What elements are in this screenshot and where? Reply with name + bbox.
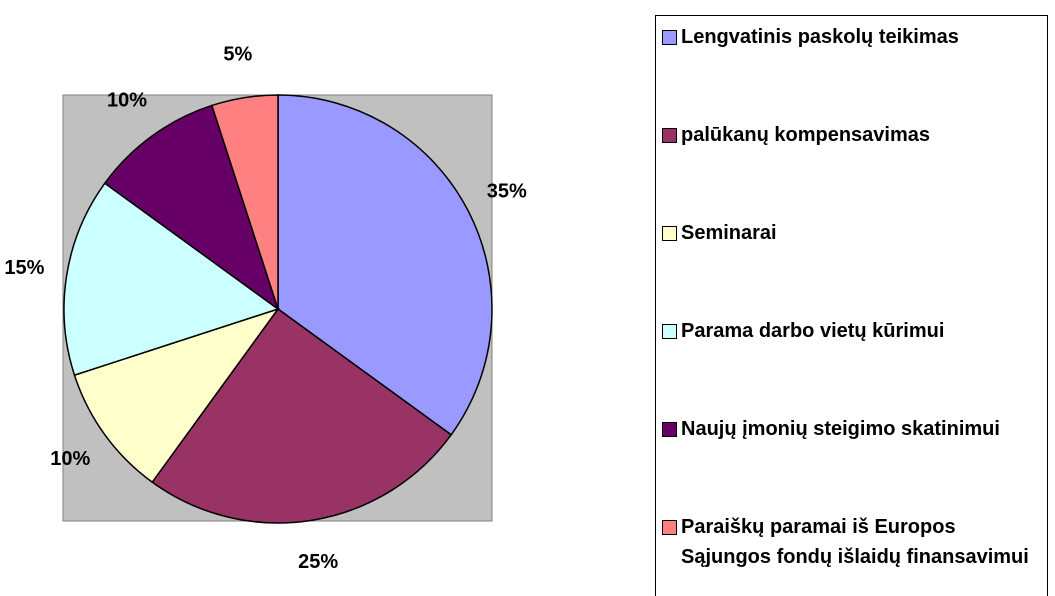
legend-label: Naujų įmonių steigimo skatinimui (681, 418, 1000, 440)
legend-label: Seminarai (681, 222, 777, 244)
legend: Lengvatinis paskolų teikimas palūkanų kom… (655, 15, 1048, 596)
pie-slice (277, 94, 493, 436)
legend-swatch (662, 30, 677, 45)
pie-slice (210, 94, 279, 310)
legend-entry: Lengvatinis paskolų teikimas (662, 22, 1042, 52)
data-label: 15% (4, 257, 44, 279)
legend-label: palūkanų kompensavimas (681, 124, 930, 146)
pie-slice (73, 307, 280, 484)
legend-swatch (662, 422, 677, 437)
legend-swatch (662, 520, 677, 535)
legend-entry: Seminarai (662, 218, 1042, 248)
pie-slice (63, 182, 280, 377)
legend-label: Paraiškų paramai iš Europos Sąjungos fon… (681, 516, 1029, 568)
pie-slice (151, 307, 453, 524)
legend-entry: palūkanų kompensavimas (662, 120, 1042, 150)
chart: 35% 25% 10% 15% 10% 5% (4, 44, 527, 573)
data-label: 10% (107, 90, 147, 112)
data-label: 35% (487, 181, 527, 203)
legend-label: Lengvatinis paskolų teikimas (681, 26, 959, 48)
data-label: 10% (50, 448, 90, 470)
legend-entry: Naujų įmonių steigimo skatinimui (662, 414, 1042, 444)
data-label: 5% (223, 44, 252, 66)
legend-swatch (662, 226, 677, 241)
pie-slice (103, 104, 280, 311)
legend-swatch (662, 324, 677, 339)
data-label: 25% (298, 551, 338, 573)
legend-swatch (662, 128, 677, 143)
legend-entry: Parama darbo vietų kūrimui (662, 316, 1042, 346)
legend-entry: Paraiškų paramai iš Europos Sąjungos fon… (662, 512, 1042, 572)
legend-label: Parama darbo vietų kūrimui (681, 320, 945, 342)
